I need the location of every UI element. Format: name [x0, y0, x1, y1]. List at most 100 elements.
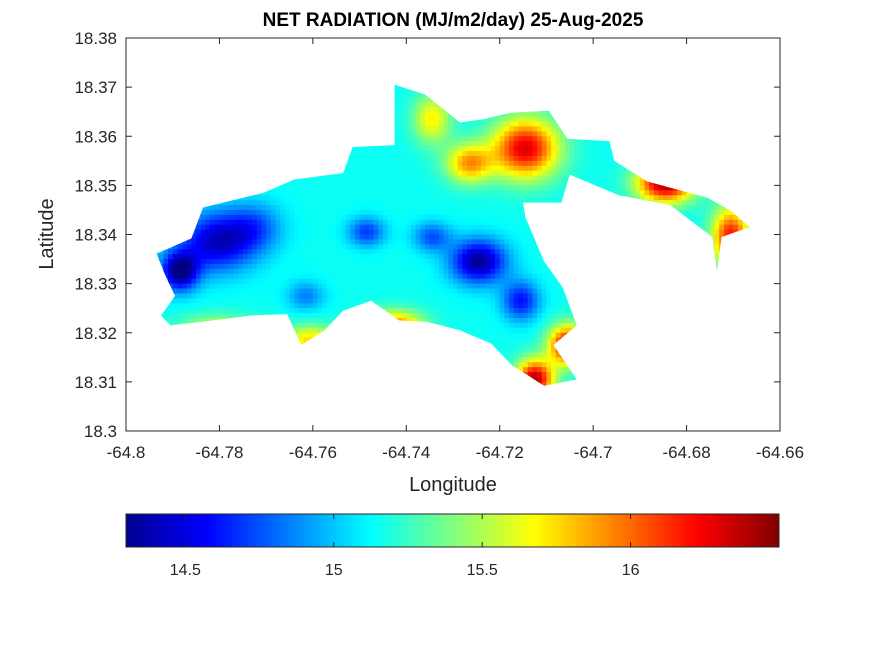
- heat-cell: [312, 327, 319, 334]
- heat-cell: [331, 180, 337, 186]
- heat-cell: [256, 205, 263, 211]
- heat-cell: [368, 219, 375, 226]
- heat-cell: [247, 308, 253, 314]
- heat-cell: [396, 146, 403, 152]
- heat-cell: [373, 155, 379, 162]
- heat-cell: [317, 268, 323, 275]
- heat-cell: [387, 244, 393, 250]
- heat-cell: [401, 92, 407, 98]
- heat-cell: [247, 273, 253, 280]
- heat-cell: [312, 318, 319, 324]
- heat-cell: [364, 263, 370, 270]
- heat-cell: [298, 185, 305, 191]
- heat-cell: [280, 219, 286, 226]
- heat-cell: [247, 263, 253, 270]
- heat-cell: [396, 298, 403, 304]
- heat-cell: [378, 224, 384, 231]
- heat-cell: [326, 249, 333, 255]
- heat-cell: [177, 308, 183, 314]
- heat-cell: [387, 175, 393, 182]
- heat-cell: [354, 205, 361, 211]
- heat-cell: [182, 318, 188, 324]
- heat-cell: [387, 205, 393, 211]
- heat-cell: [410, 263, 417, 270]
- heat-cell: [322, 195, 328, 201]
- heat-cell: [289, 303, 295, 309]
- heat-cell: [284, 254, 291, 260]
- heat-cell: [396, 229, 403, 236]
- heat-cell: [238, 224, 244, 231]
- heat-cell: [252, 224, 258, 231]
- heat-cell: [382, 165, 389, 172]
- heat-cell: [219, 219, 225, 226]
- heat-cell: [270, 283, 277, 290]
- heat-cell: [214, 303, 221, 309]
- heat-cell: [289, 268, 295, 275]
- heat-cell: [331, 293, 337, 299]
- heat-cell: [406, 313, 412, 319]
- heat-cell: [196, 268, 202, 275]
- heat-cell: [298, 200, 305, 206]
- heat-cell: [294, 322, 300, 329]
- heat-cell: [270, 219, 277, 226]
- heat-cell: [336, 214, 342, 221]
- heat-cell: [415, 175, 421, 182]
- heat-cell: [410, 318, 417, 324]
- heat-cell: [396, 249, 403, 255]
- heat-cell: [401, 278, 407, 285]
- heat-cell: [340, 259, 347, 265]
- heat-cell: [373, 160, 379, 167]
- heat-cell: [340, 298, 347, 304]
- heat-cell: [312, 322, 319, 329]
- heat-cell: [280, 214, 286, 221]
- heat-cell: [336, 293, 342, 299]
- heat-cell: [252, 298, 258, 304]
- heat-cell: [228, 224, 235, 231]
- heat-cell: [308, 205, 314, 211]
- heat-cell: [168, 303, 174, 309]
- heat-cell: [289, 259, 295, 265]
- heat-cell: [252, 234, 258, 241]
- heat-cell: [317, 195, 323, 201]
- heat-cell: [219, 298, 225, 304]
- heat-cell: [191, 293, 197, 299]
- heat-cell: [415, 205, 421, 211]
- heat-cell: [200, 224, 207, 231]
- heat-cell: [303, 180, 309, 186]
- heat-cell: [336, 263, 342, 270]
- heat-cell: [378, 205, 384, 211]
- heat-cell: [373, 254, 379, 260]
- heat-cell: [350, 278, 356, 285]
- heat-cell: [368, 254, 375, 260]
- heat-cell: [238, 263, 244, 270]
- heat-cell: [350, 180, 356, 186]
- heat-cell: [387, 293, 393, 299]
- heat-cell: [406, 185, 412, 191]
- heat-cell: [224, 288, 230, 295]
- heat-cell: [200, 288, 207, 295]
- heat-cell: [326, 278, 333, 285]
- heat-cell: [373, 234, 379, 241]
- heat-cell: [392, 175, 398, 182]
- heat-cell: [312, 195, 319, 201]
- heat-cell: [312, 180, 319, 186]
- heat-cell: [382, 209, 389, 216]
- heat-cell: [364, 254, 370, 260]
- heat-cell: [191, 283, 197, 290]
- heat-cell: [219, 244, 225, 250]
- heat-cell: [415, 180, 421, 186]
- heat-cell: [382, 283, 389, 290]
- heat-cell: [261, 244, 267, 250]
- heat-cell: [247, 234, 253, 241]
- heat-cell: [350, 263, 356, 270]
- heat-cell: [303, 224, 309, 231]
- heat-cell: [294, 313, 300, 319]
- heat-cell: [364, 219, 370, 226]
- heat-cell: [350, 150, 356, 157]
- heat-cell: [415, 136, 421, 142]
- heat-cell: [359, 146, 365, 152]
- heat-cell: [252, 303, 258, 309]
- heat-cell: [382, 185, 389, 191]
- heat-cell: [256, 219, 263, 226]
- heat-cell: [284, 244, 291, 250]
